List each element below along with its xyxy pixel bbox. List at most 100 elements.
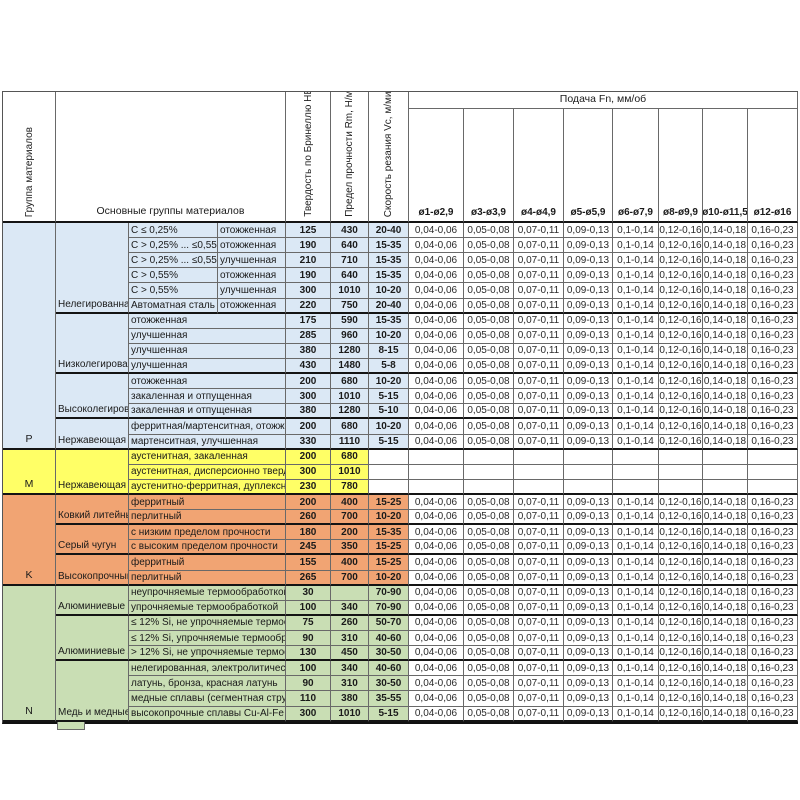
feed-value-cell: 0,05-0,08 [464,223,514,239]
feed-value-cell: 0,09-0,13 [564,494,613,511]
feed-value-cell: 0,14-0,18 [703,358,748,375]
feed-value-cell [409,479,464,495]
feed-value-cell: 0,07-0,11 [514,358,564,375]
feed-value-cell: 0,1-0,14 [613,283,659,299]
material-family-cell: Алюминиевые литые сплавы [56,615,129,662]
feed-value-cell: 0,12-0,16 [659,223,703,239]
hardness-hb-cell: 130 [286,646,331,662]
feed-value-cell: 0,16-0,23 [748,570,798,586]
cutting-speed-vc-cell: 35-55 [369,691,409,707]
feed-value-cell: 0,12-0,16 [659,419,703,435]
feed-value-cell: 0,04-0,06 [409,691,464,707]
feed-value-cell: 0,05-0,08 [464,268,514,284]
feed-value-cell: 0,05-0,08 [464,630,514,647]
feed-value-cell: 0,12-0,16 [659,570,703,586]
material-description-cell: улучшенная [129,343,286,359]
feed-value-cell: 0,12-0,16 [659,661,703,677]
strength-rm-cell: 680 [331,419,369,435]
feed-value-cell: 0,07-0,11 [514,630,564,647]
feed-value-cell: 0,05-0,08 [464,494,514,511]
feed-value-cell: 0,07-0,11 [514,676,564,692]
feed-value-cell: 0,12-0,16 [659,374,703,390]
feed-value-cell: 0,16-0,23 [748,525,798,541]
feed-value-cell: 0,04-0,06 [409,661,464,677]
feed-value-cell: 0,04-0,06 [409,615,464,631]
feed-value-cell: 0,07-0,11 [514,494,564,511]
feed-value-cell: 0,14-0,18 [703,630,748,647]
feed-value-cell: 0,04-0,06 [409,404,464,420]
feed-value-cell: 0,09-0,13 [564,253,613,269]
feed-value-cell: 0,05-0,08 [464,419,514,435]
feed-value-cell [613,449,659,465]
feed-value-cell: 0,16-0,23 [748,328,798,344]
feed-value-cell [659,449,703,465]
cutting-speed-vc-cell [369,449,409,465]
feed-value-cell: 0,16-0,23 [748,510,798,526]
strength-rm-cell: 1010 [331,283,369,299]
feed-value-cell: 0,1-0,14 [613,358,659,375]
feed-value-cell: 0,09-0,13 [564,238,613,254]
feed-value-cell: 0,16-0,23 [748,283,798,299]
feed-value-cell: 0,16-0,23 [748,585,798,601]
strength-rm-cell: 400 [331,494,369,511]
feed-value-cell: 0,04-0,06 [409,494,464,511]
feed-value-cell: 0,16-0,23 [748,268,798,284]
material-composition-cell: C > 0,25% ... ≤0,55% [129,253,218,269]
material-description-cell: аустенитно-ферритная, дуплексная [129,479,286,495]
feed-value-cell: 0,04-0,06 [409,555,464,571]
feed-value-cell: 0,09-0,13 [564,313,613,329]
feed-value-cell: 0,12-0,16 [659,268,703,284]
feed-value-cell: 0,14-0,18 [703,706,748,722]
material-description-cell: с высоким пределом прочности [129,540,286,556]
feed-value-cell: 0,09-0,13 [564,268,613,284]
feed-value-cell: 0,16-0,23 [748,540,798,556]
material-description-cell: ферритный [129,555,286,571]
feed-value-cell: 0,09-0,13 [564,374,613,390]
feed-value-cell: 0,1-0,14 [613,676,659,692]
feed-value-cell: 0,1-0,14 [613,706,659,722]
strength-rm-cell: 1010 [331,706,369,722]
feed-value-cell: 0,16-0,23 [748,343,798,359]
hardness-hb-cell: 175 [286,313,331,329]
feed-value-cell: 0,16-0,23 [748,374,798,390]
feed-value-cell [613,464,659,480]
hardness-hb-cell: 230 [286,479,331,495]
cutting-speed-vc-cell: 5-15 [369,389,409,405]
feed-value-cell: 0,05-0,08 [464,691,514,707]
cutting-speed-vc-cell: 10-20 [369,570,409,586]
feed-value-cell: 0,12-0,16 [659,676,703,692]
feed-value-cell [564,464,613,480]
feed-value-cell: 0,12-0,16 [659,238,703,254]
feed-value-cell: 0,14-0,18 [703,676,748,692]
feed-value-cell: 0,05-0,08 [464,600,514,616]
material-family-cell: Высоколегированная сталь [56,374,129,420]
feed-value-cell: 0,07-0,11 [514,343,564,359]
feed-value-cell: 0,07-0,11 [514,510,564,526]
material-description-cell: с низким пределом прочности [129,525,286,541]
feed-value-cell: 0,14-0,18 [703,585,748,601]
feed-value-cell: 0,05-0,08 [464,298,514,314]
strength-rm-cell: 1010 [331,389,369,405]
material-state-cell: отожженная [218,298,286,314]
material-description-cell: улучшенная [129,358,286,375]
feed-value-cell: 0,05-0,08 [464,706,514,722]
feed-value-cell: 0,04-0,06 [409,570,464,586]
feed-value-cell: 0,14-0,18 [703,525,748,541]
feed-value-cell: 0,09-0,13 [564,600,613,616]
feed-value-cell [514,464,564,480]
feed-value-cell: 0,09-0,13 [564,434,613,450]
feed-value-cell: 0,12-0,16 [659,358,703,375]
feed-value-cell: 0,07-0,11 [514,253,564,269]
feed-value-cell: 0,09-0,13 [564,223,613,239]
strength-rm-cell: 1280 [331,404,369,420]
strength-rm-cell: 310 [331,676,369,692]
feed-value-cell: 0,04-0,06 [409,343,464,359]
feed-value-cell: 0,05-0,08 [464,661,514,677]
feed-value-cell: 0,1-0,14 [613,585,659,601]
feed-value-cell: 0,14-0,18 [703,404,748,420]
hardness-hb-cell: 90 [286,676,331,692]
feed-value-cell: 0,1-0,14 [613,419,659,435]
feed-value-cell [409,464,464,480]
material-description-cell: нелегированная, электролитическая медь [129,661,286,677]
cutting-speed-vc-cell [369,479,409,495]
